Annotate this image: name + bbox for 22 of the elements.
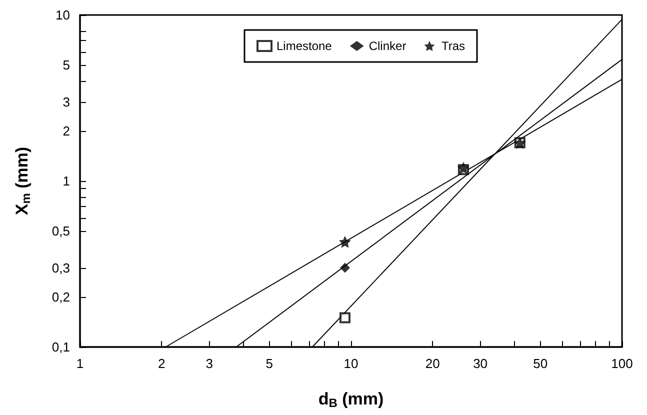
x-tick-label: 3: [206, 356, 213, 371]
legend-label: Limestone: [276, 39, 332, 53]
x-tick-label: 30: [473, 356, 488, 371]
x-tick-label: 100: [611, 356, 633, 371]
legend-label: Tras: [441, 39, 466, 53]
y-tick-label: 0,3: [52, 260, 70, 276]
y-tick-label: 0,1: [52, 340, 70, 354]
y-tick-label: 3: [62, 94, 70, 110]
y-tick-label: 2: [62, 124, 70, 139]
x-tick-label: 2: [158, 356, 166, 371]
x-tick-label: 5: [266, 356, 274, 371]
y-tick-label: 1: [62, 174, 70, 188]
x-tick-label: 10: [344, 356, 358, 371]
x-tick-label: 20: [425, 356, 440, 371]
y-axis-title: Xm (mm): [12, 146, 33, 216]
y-tick-label: 5: [62, 57, 70, 72]
legend-label: Clinker: [368, 39, 406, 53]
y-tick-label: 0,2: [52, 290, 70, 305]
x-tick-label: 50: [533, 356, 548, 371]
x-tick-label: 1: [76, 356, 84, 371]
y-tick-label: 10: [56, 8, 70, 22]
y-tick-label: 0,5: [52, 223, 70, 238]
